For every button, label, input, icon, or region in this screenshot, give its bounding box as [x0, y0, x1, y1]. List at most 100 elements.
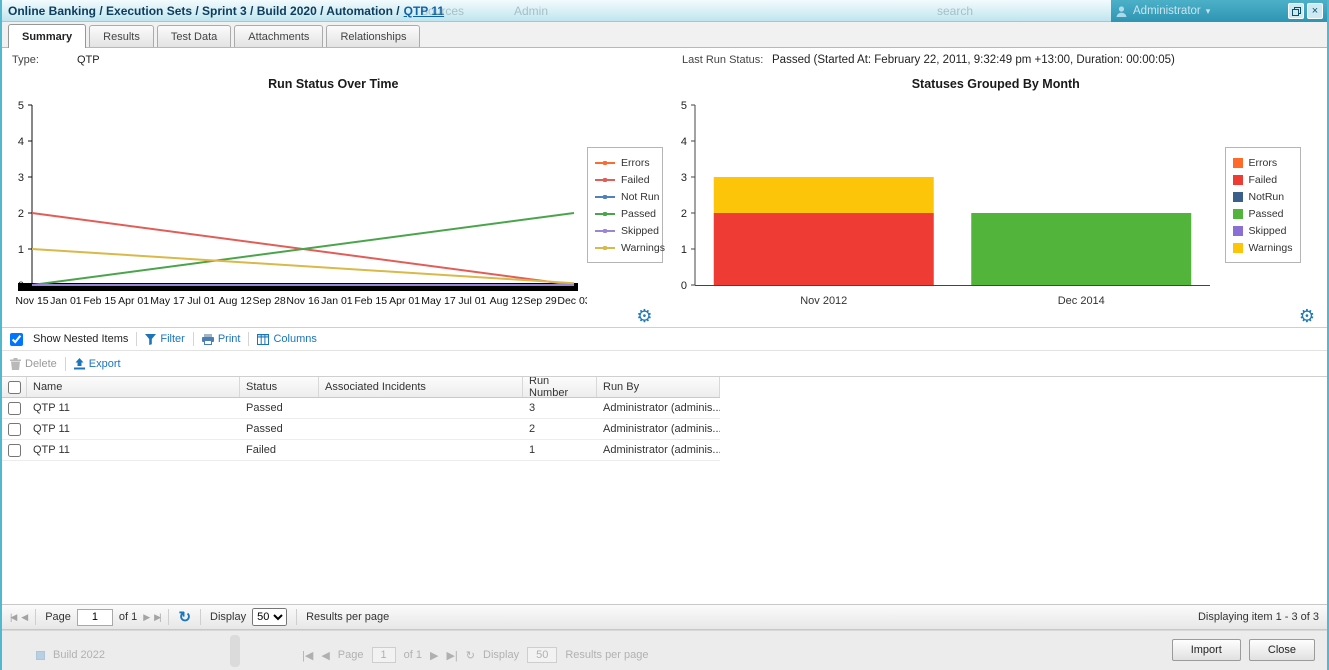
import-button[interactable]: Import [1171, 639, 1241, 661]
trash-icon [10, 357, 21, 370]
legend-label: Warnings [621, 241, 665, 254]
filter-button[interactable]: Filter [145, 333, 185, 345]
row-select-cell [2, 398, 27, 418]
last-page-icon[interactable]: ▶| [154, 611, 161, 622]
chevron-down-icon: ▾ [1205, 5, 1211, 16]
column-header-status[interactable]: Status [240, 377, 319, 397]
column-header-run-by[interactable]: Run By [597, 377, 720, 397]
svg-text:Apr 01: Apr 01 [118, 295, 149, 307]
breadcrumb: Online Banking / Execution Sets / Sprint… [8, 3, 400, 18]
svg-text:4: 4 [680, 136, 686, 148]
user-menu-label[interactable]: Administrator [1133, 5, 1201, 17]
export-button[interactable]: Export [73, 357, 121, 370]
legend-swatch [595, 160, 615, 165]
toolbar-separator [64, 356, 66, 371]
results-per-page-label: Results per page [306, 611, 390, 623]
legend-swatch [1232, 174, 1243, 185]
chart-title-statuses-by-month: Statuses Grouped By Month [911, 77, 1080, 91]
next-page-icon[interactable]: ▶ [143, 611, 150, 622]
tab-relationships[interactable]: Relationships [326, 25, 421, 47]
svg-text:Feb 15: Feb 15 [83, 295, 116, 307]
svg-text:3: 3 [18, 172, 24, 184]
table-row[interactable]: QTP 11 Failed 1 Administrator (adminis... [2, 440, 720, 461]
restore-icon [1291, 6, 1301, 16]
row-select-cell [2, 419, 27, 439]
legend-swatch [595, 228, 615, 233]
delete-button[interactable]: Delete [10, 357, 57, 370]
close-button[interactable]: Close [1248, 639, 1315, 661]
close-window-button[interactable]: × [1307, 3, 1323, 19]
results-per-page-select[interactable]: 50 [252, 608, 288, 626]
row-checkbox[interactable] [8, 443, 21, 457]
page-number-input[interactable] [76, 608, 113, 626]
tab-results[interactable]: Results [89, 25, 154, 47]
column-header-associated-incidents[interactable]: Associated Incidents [319, 377, 523, 397]
legend-swatch [595, 194, 615, 199]
column-header-run-number[interactable]: Run Number [523, 377, 597, 399]
tab-attachments[interactable]: Attachments [234, 25, 324, 47]
tab-summary[interactable]: Summary [8, 24, 87, 48]
svg-text:1: 1 [18, 244, 24, 256]
test-runs-table: Name Status Associated Incidents Run Num… [2, 377, 1327, 604]
column-header-name[interactable]: Name [27, 377, 240, 397]
legend-label: Errors [1248, 156, 1278, 169]
previous-page-icon[interactable]: ◀ [21, 611, 28, 622]
tab-test-data[interactable]: Test Data [156, 25, 232, 47]
export-icon [73, 357, 85, 369]
cell-name: QTP 11 [33, 444, 70, 456]
svg-text:4: 4 [18, 136, 24, 148]
cell-run-by: Administrator (adminis... [603, 423, 720, 435]
table-row[interactable]: QTP 11 Passed 3 Administrator (adminis... [2, 398, 720, 419]
svg-text:3: 3 [680, 172, 686, 184]
print-button[interactable]: Print [201, 333, 240, 345]
legend-item: Passed [595, 205, 656, 222]
row-checkbox[interactable] [8, 422, 21, 436]
statuses-bar-chart: 0 1 2 3 4 5 Nov 2012 Dec 2014 [680, 100, 1210, 307]
faded-previous-page-icon: ◀ [321, 649, 330, 662]
table-row[interactable]: QTP 11 Passed 2 Administrator (adminis... [2, 419, 720, 440]
legend-item: Errors [595, 154, 655, 171]
pagination-separator [296, 609, 298, 625]
faded-tree-item: Build 2022 [36, 649, 105, 661]
cell-status: Passed [246, 402, 283, 414]
select-all-checkbox[interactable] [7, 380, 21, 394]
svg-text:Nov 2012: Nov 2012 [800, 295, 847, 307]
cell-run-by: Administrator (adminis... [603, 444, 720, 456]
faded-nav-admin: Admin [514, 4, 549, 18]
chart-settings-icon[interactable]: ⚙ [1298, 306, 1315, 326]
faded-nav-resources: sources [422, 4, 465, 18]
pagination-separator [168, 609, 170, 625]
columns-icon [257, 333, 270, 345]
line-chart-legend: Errors Failed Not Run Passed Skipped Warnings [587, 147, 665, 263]
type-value: QTP [77, 54, 100, 66]
svg-text:2: 2 [18, 208, 24, 220]
svg-text:2: 2 [680, 208, 686, 220]
window-controls: × [1288, 3, 1323, 19]
background-scrollbar [230, 635, 240, 667]
columns-button[interactable]: Columns [257, 333, 317, 345]
pagination-separator [35, 609, 37, 625]
legend-swatch [1232, 157, 1243, 168]
refresh-icon[interactable]: ↻ [178, 608, 192, 626]
breadcrumb-link-qtp11[interactable]: QTP 11 [403, 3, 445, 18]
svg-text:Dec 2014: Dec 2014 [1057, 295, 1104, 307]
svg-text:5: 5 [18, 100, 24, 112]
first-page-icon[interactable]: |◀ [10, 611, 17, 622]
legend-item: Skipped [595, 222, 659, 239]
chart-settings-icon[interactable]: ⚙ [636, 306, 653, 326]
row-checkbox[interactable] [8, 401, 21, 415]
toolbar-separator [248, 332, 250, 346]
svg-text:Aug 12: Aug 12 [219, 295, 252, 307]
dialog-footer: Build 2022 |◀ ◀ Page 1 of 1 ▶ ▶| ↻ Displ… [2, 630, 1327, 670]
svg-text:Feb 15: Feb 15 [354, 295, 387, 307]
show-nested-items-checkbox[interactable] [10, 332, 23, 346]
svg-text:Apr 01: Apr 01 [389, 295, 420, 307]
cell-status: Passed [246, 423, 283, 435]
cell-associated-incidents [319, 398, 523, 418]
legend-swatch [1232, 225, 1243, 236]
restore-window-button[interactable] [1288, 3, 1304, 19]
row-select-cell [2, 440, 27, 460]
faded-last-page-icon: ▶| [446, 649, 458, 662]
